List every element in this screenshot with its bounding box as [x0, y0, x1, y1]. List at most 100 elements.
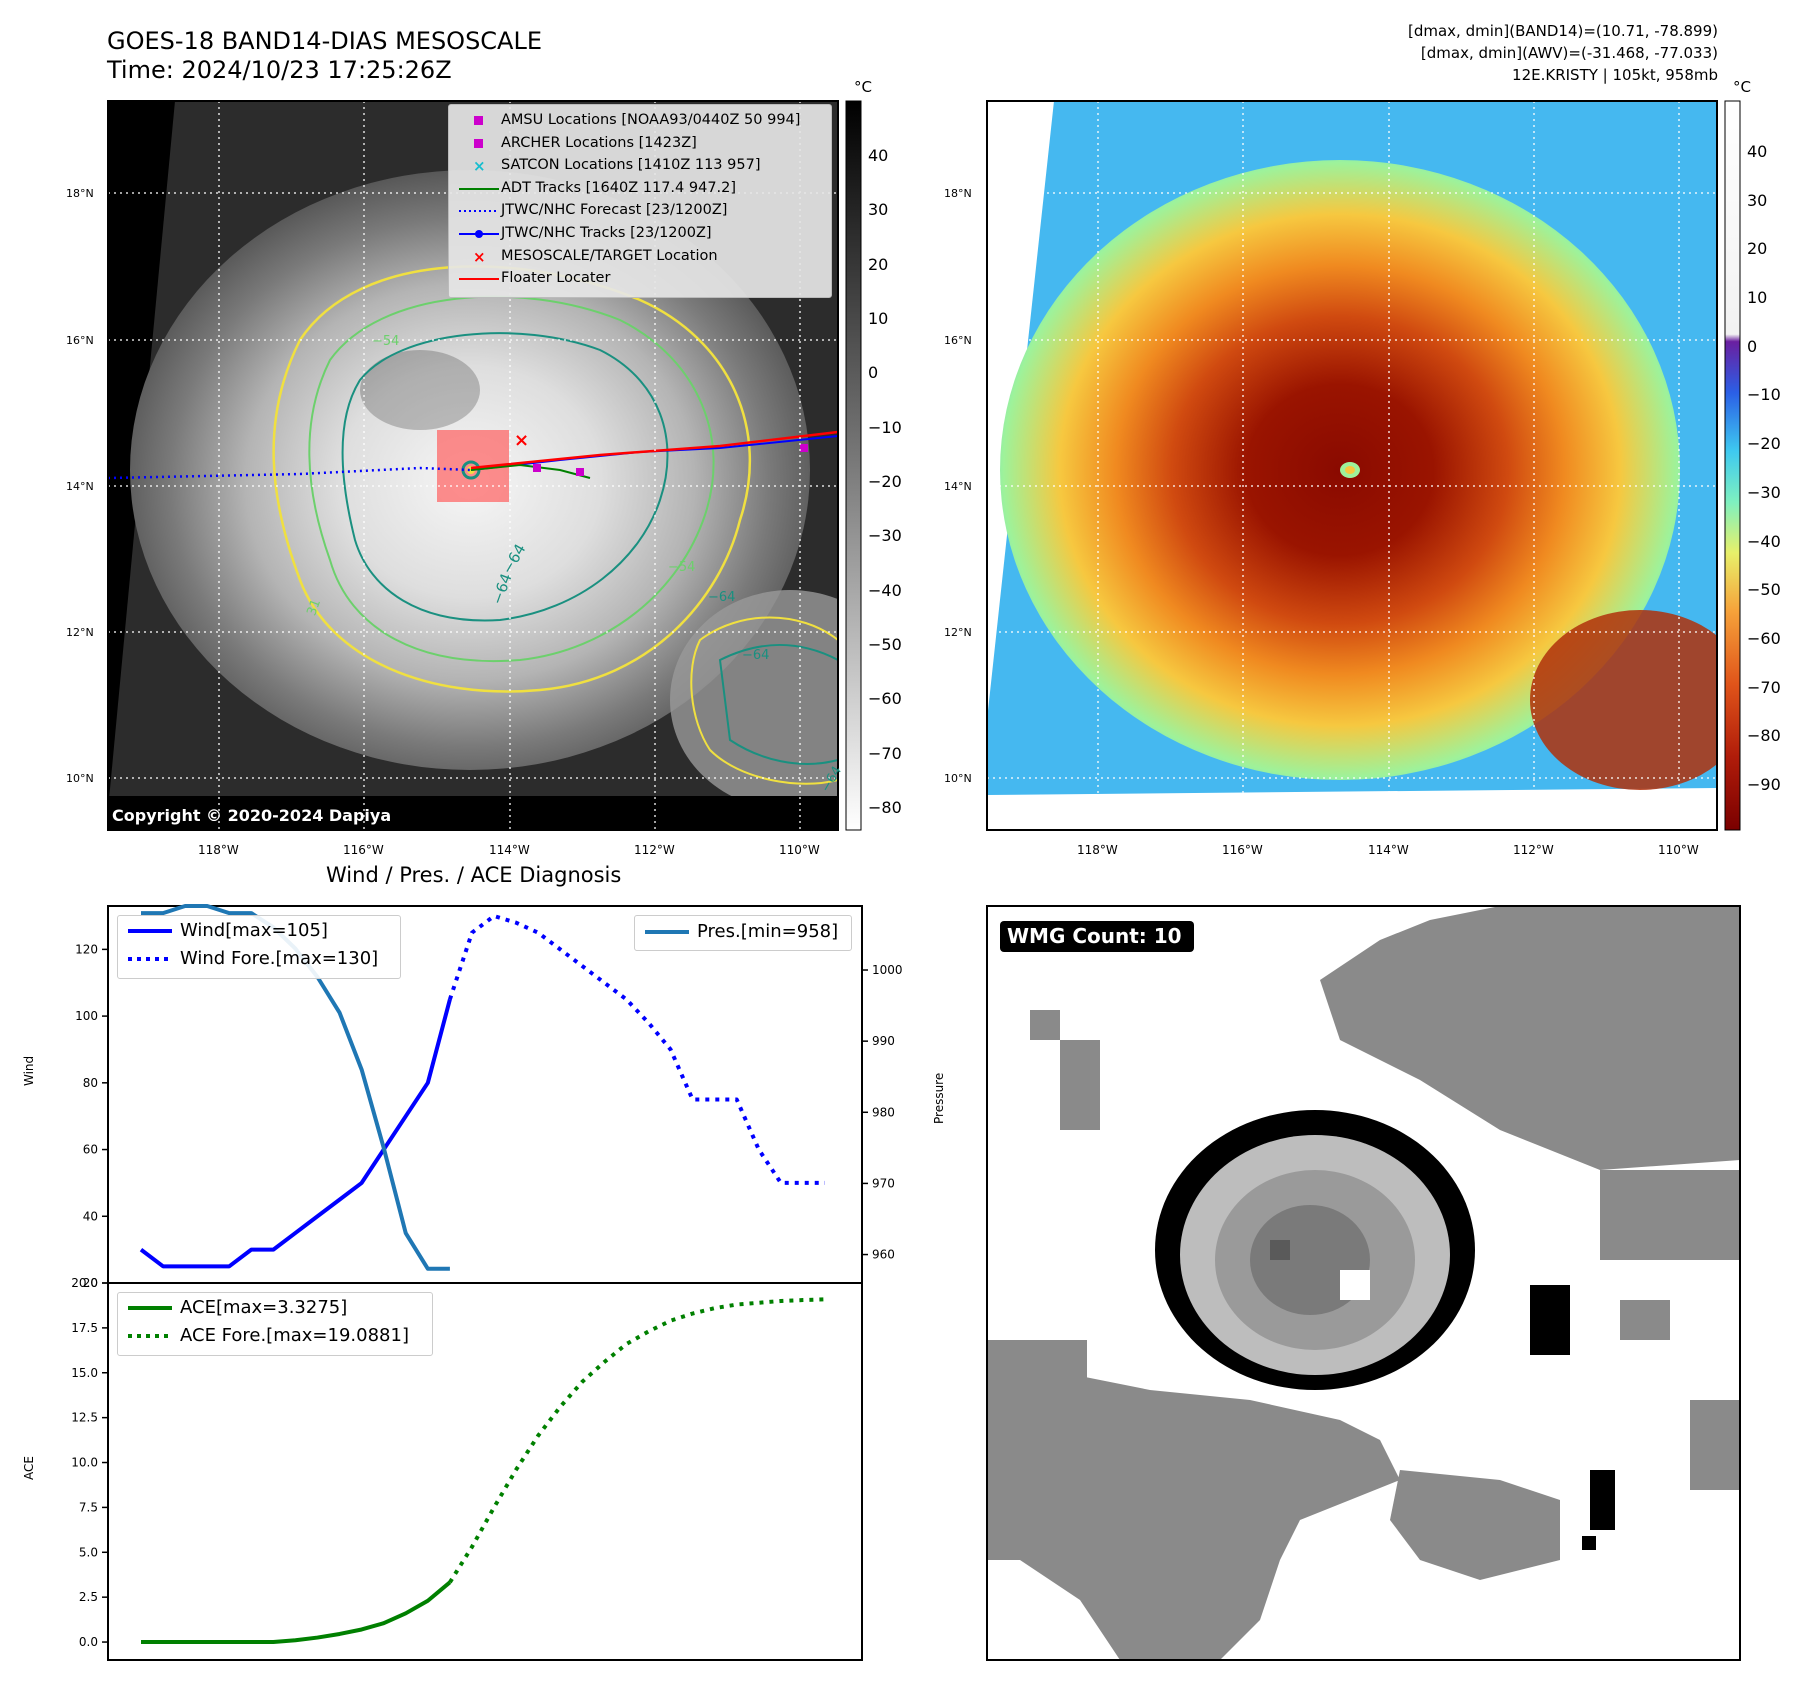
pressure-axis-label: Pressure [932, 1072, 946, 1124]
map-legend-item: ADT Tracks [1640Z 117.4 947.2] [449, 179, 829, 201]
pressure-legend: Pres.[min=958] [634, 915, 852, 951]
lon-tick: 116°W [1222, 843, 1263, 857]
legend-marker-icon [474, 138, 483, 148]
lon-tick: 114°W [1368, 843, 1409, 857]
diagnosis-title: Wind / Pres. / ACE Diagnosis [326, 863, 622, 887]
ace-ytick-label: 0.0 [79, 1635, 98, 1649]
lat-tick: 10°N [944, 772, 972, 785]
lon-tick: 112°W [634, 843, 675, 857]
lat-tick: 16°N [66, 334, 94, 347]
color-colorbar [1724, 100, 1741, 831]
wind-legend-label: Wind[max=105] [180, 920, 328, 941]
wind-ytick-label: 20 [83, 1276, 98, 1290]
lat-tick: 10°N [66, 772, 94, 785]
ace-panel-frame [107, 1282, 863, 1661]
pressure-ytick-label: 980 [872, 1105, 895, 1119]
map-legend-label: ARCHER Locations [1423Z] [501, 134, 697, 151]
series-line-wind [139, 998, 452, 1269]
map-legend-label: SATCON Locations [1410Z 113 957] [501, 157, 761, 174]
map-legend-item: JTWC/NHC Tracks [23/1200Z] [449, 224, 829, 246]
contour-label: −54 [372, 334, 400, 349]
map-legend-item: Floater Locater [449, 269, 829, 291]
legend-marker-icon: × [473, 248, 486, 266]
map-legend-item: × MESOSCALE/TARGET Location [449, 247, 829, 269]
pressure-ytick-label: 960 [872, 1248, 895, 1262]
series-line-ace [141, 1580, 452, 1645]
contour-label: −54 [668, 560, 696, 575]
bw-colorbar-tick: −40 [868, 580, 902, 600]
ir-bw-map: × [107, 100, 1741, 831]
map-legend-label: ADT Tracks [1640Z 117.4 947.2] [501, 179, 737, 196]
bw-colorbar-tick: 30 [868, 200, 889, 220]
lon-tick: 110°W [1658, 843, 1699, 857]
color-colorbar-unit: °C [1733, 78, 1751, 96]
map-legend: AMSU Locations [NOAA93/0440Z 50 994] ARCH… [448, 104, 832, 298]
lat-tick: 14°N [944, 480, 972, 493]
bw-colorbar-tick: −70 [868, 743, 902, 763]
storm-info: 12E.KRISTY | 105kt, 958mb [1512, 66, 1718, 84]
color-colorbar-tick: 20 [1747, 239, 1768, 259]
lon-tick: 118°W [198, 843, 239, 857]
wind-ytick-label: 40 [83, 1209, 98, 1223]
color-colorbar-tick: −40 [1747, 531, 1781, 551]
color-colorbar-tick: −10 [1747, 385, 1781, 405]
svg-text:×: × [514, 430, 529, 451]
ace-fore-legend-label: ACE Fore.[max=19.0881] [180, 1325, 409, 1346]
bw-colorbar-tick: 0 [868, 363, 879, 383]
lat-tick: 12°N [66, 626, 94, 639]
svg-text:×: × [473, 157, 486, 175]
wind-ytick-label: 80 [83, 1076, 98, 1090]
contour-label: −64 [742, 648, 770, 663]
map-legend-label: MESOSCALE/TARGET Location [501, 247, 718, 264]
pressure-ytick-label: 990 [872, 1034, 895, 1048]
ace-ytick-label: 17.5 [71, 1321, 98, 1335]
lat-tick: 12°N [944, 626, 972, 639]
color-colorbar-tick: −50 [1747, 580, 1781, 600]
ace-ytick-label: 12.5 [71, 1411, 98, 1425]
contour-label: −64 [708, 590, 736, 605]
wind-ytick-label: 120 [75, 942, 98, 956]
svg-text:×: × [473, 248, 486, 266]
legend-marker-icon: × [473, 157, 486, 175]
ace-ytick-label: 5.0 [79, 1545, 98, 1559]
ace-ytick-label: 10.0 [71, 1456, 98, 1470]
lon-tick: 116°W [343, 843, 384, 857]
lat-tick: 16°N [944, 334, 972, 347]
ace-ytick-label: 20.0 [71, 1276, 98, 1290]
color-colorbar-tick: −70 [1747, 677, 1781, 697]
dmax-band14: [dmax, dmin](BAND14)=(10.71, -78.899) [1407, 22, 1718, 40]
lat-tick: 18°N [944, 187, 972, 200]
lon-tick: 114°W [489, 843, 530, 857]
legend-marker-icon [459, 278, 499, 281]
bw-colorbar-tick: −10 [868, 417, 902, 437]
series-line-ace-forecast [448, 1297, 826, 1584]
map-legend-item: ARCHER Locations [1423Z] [449, 134, 829, 156]
bw-colorbar [845, 100, 862, 831]
bw-colorbar-tick: 40 [868, 146, 889, 165]
bw-colorbar-tick: −80 [868, 798, 902, 817]
ace-legend: ACE[max=3.3275] ACE Fore.[max=19.0881] [117, 1292, 433, 1356]
color-colorbar-tick: −20 [1747, 434, 1781, 454]
color-colorbar-tick: −80 [1747, 726, 1781, 746]
wind-ytick-label: 60 [83, 1143, 98, 1157]
bw-colorbar-tick: −30 [868, 526, 902, 546]
color-colorbar-tick: −90 [1747, 775, 1781, 794]
copyright-label: Copyright © 2020-2024 Dapiya [112, 806, 392, 825]
bw-colorbar-tick: 20 [868, 254, 889, 274]
bw-colorbar-tick: −60 [868, 689, 902, 709]
lon-tick: 110°W [779, 843, 820, 857]
wind-axis-label: Wind [22, 1055, 36, 1086]
color-colorbar-tick: −60 [1747, 628, 1781, 648]
color-colorbar-tick: 40 [1747, 142, 1768, 161]
legend-marker-icon [459, 210, 499, 213]
color-colorbar-tick: −30 [1747, 482, 1781, 502]
lon-tick: 112°W [1513, 843, 1554, 857]
pressure-ytick-label: 1000 [872, 963, 903, 977]
ace-ytick-label: 15.0 [71, 1366, 98, 1380]
ace-ytick-label: 7.5 [79, 1500, 98, 1514]
color-colorbar-tick: 0 [1747, 336, 1758, 356]
wind-legend: Wind[max=105] Wind Fore.[max=130] [117, 915, 401, 979]
legend-marker-icon [459, 187, 499, 190]
map-legend-label: JTWC/NHC Forecast [23/1200Z] [501, 202, 728, 219]
